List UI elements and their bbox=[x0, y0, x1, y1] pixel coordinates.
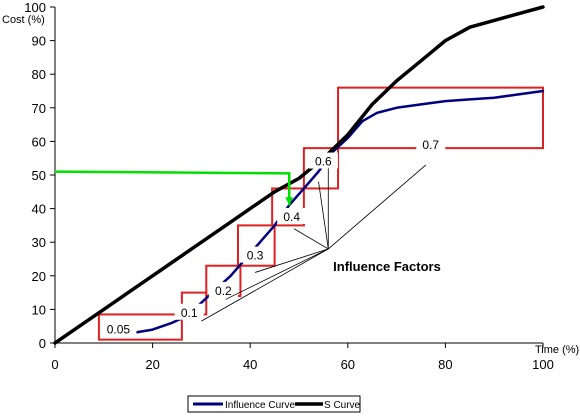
box-label-background bbox=[240, 246, 270, 263]
box-label-background bbox=[416, 135, 446, 152]
box-label: 0.6 bbox=[315, 155, 332, 169]
y-tick-label: 10 bbox=[32, 302, 46, 317]
annotation-text: Influence Factors bbox=[333, 259, 441, 274]
box-label: 0.7 bbox=[422, 138, 439, 152]
box-label-background bbox=[277, 208, 307, 224]
x-tick-label: 0 bbox=[51, 357, 58, 372]
y-tick-label: 20 bbox=[32, 269, 46, 284]
annotation-leader-line bbox=[328, 164, 427, 250]
influence-box bbox=[97, 313, 183, 341]
y-tick-label: 0 bbox=[39, 336, 46, 351]
box-label-background bbox=[174, 303, 204, 320]
annotation-leader-line bbox=[254, 248, 329, 273]
x-tick-label: 80 bbox=[438, 357, 452, 372]
x-axis-title: Time (%) bbox=[535, 344, 579, 356]
y-tick-label: 80 bbox=[32, 67, 46, 82]
y-tick-label: 90 bbox=[32, 34, 46, 49]
box-label-background bbox=[308, 152, 338, 169]
influence-box bbox=[237, 224, 276, 267]
x-tick-label: 20 bbox=[145, 357, 159, 372]
legend-box bbox=[187, 395, 361, 413]
y-tick-label: 30 bbox=[32, 235, 46, 250]
annotation-leader-line bbox=[201, 248, 329, 322]
annotation-leader-line bbox=[225, 248, 329, 300]
annotation-leader-line bbox=[318, 181, 329, 249]
annotation: 0.05 0.1 0.2 0.3 0.4 0.6 0.7 Influence Factors bbox=[100, 135, 446, 337]
y-tick-label: 50 bbox=[32, 168, 46, 183]
legend-label-scurve: S Curve bbox=[324, 400, 361, 411]
legend-label-influence: Influence Curve bbox=[225, 400, 295, 411]
box-label: 0.1 bbox=[181, 306, 198, 320]
s-curve-line bbox=[53, 5, 545, 345]
box-label-background bbox=[100, 320, 137, 337]
influence-boxes bbox=[97, 86, 545, 341]
box-label: 0.2 bbox=[215, 284, 232, 298]
reference-arrowhead bbox=[285, 197, 294, 206]
box-label: 0.05 bbox=[107, 323, 131, 337]
x-tick-label: 60 bbox=[341, 357, 355, 372]
reference-line bbox=[54, 170, 294, 206]
box-label: 0.3 bbox=[247, 249, 264, 263]
y-tick-label: 100 bbox=[24, 0, 46, 15]
y-tick-label: 60 bbox=[32, 134, 46, 149]
y-tick-label: 70 bbox=[32, 101, 46, 116]
box-label: 0.4 bbox=[283, 210, 300, 224]
y-tick-label: 40 bbox=[32, 202, 46, 217]
box-label-background bbox=[208, 281, 238, 298]
influence-box bbox=[302, 147, 340, 190]
x-tick-label: 100 bbox=[532, 357, 554, 372]
x-tick-label: 40 bbox=[243, 357, 257, 372]
legend: Influence Curve S Curve bbox=[187, 395, 361, 413]
reference-path bbox=[54, 170, 291, 206]
y-axis-title: Cost (%) bbox=[2, 14, 45, 26]
annotation-leader-line bbox=[293, 228, 329, 250]
series bbox=[53, 5, 545, 345]
